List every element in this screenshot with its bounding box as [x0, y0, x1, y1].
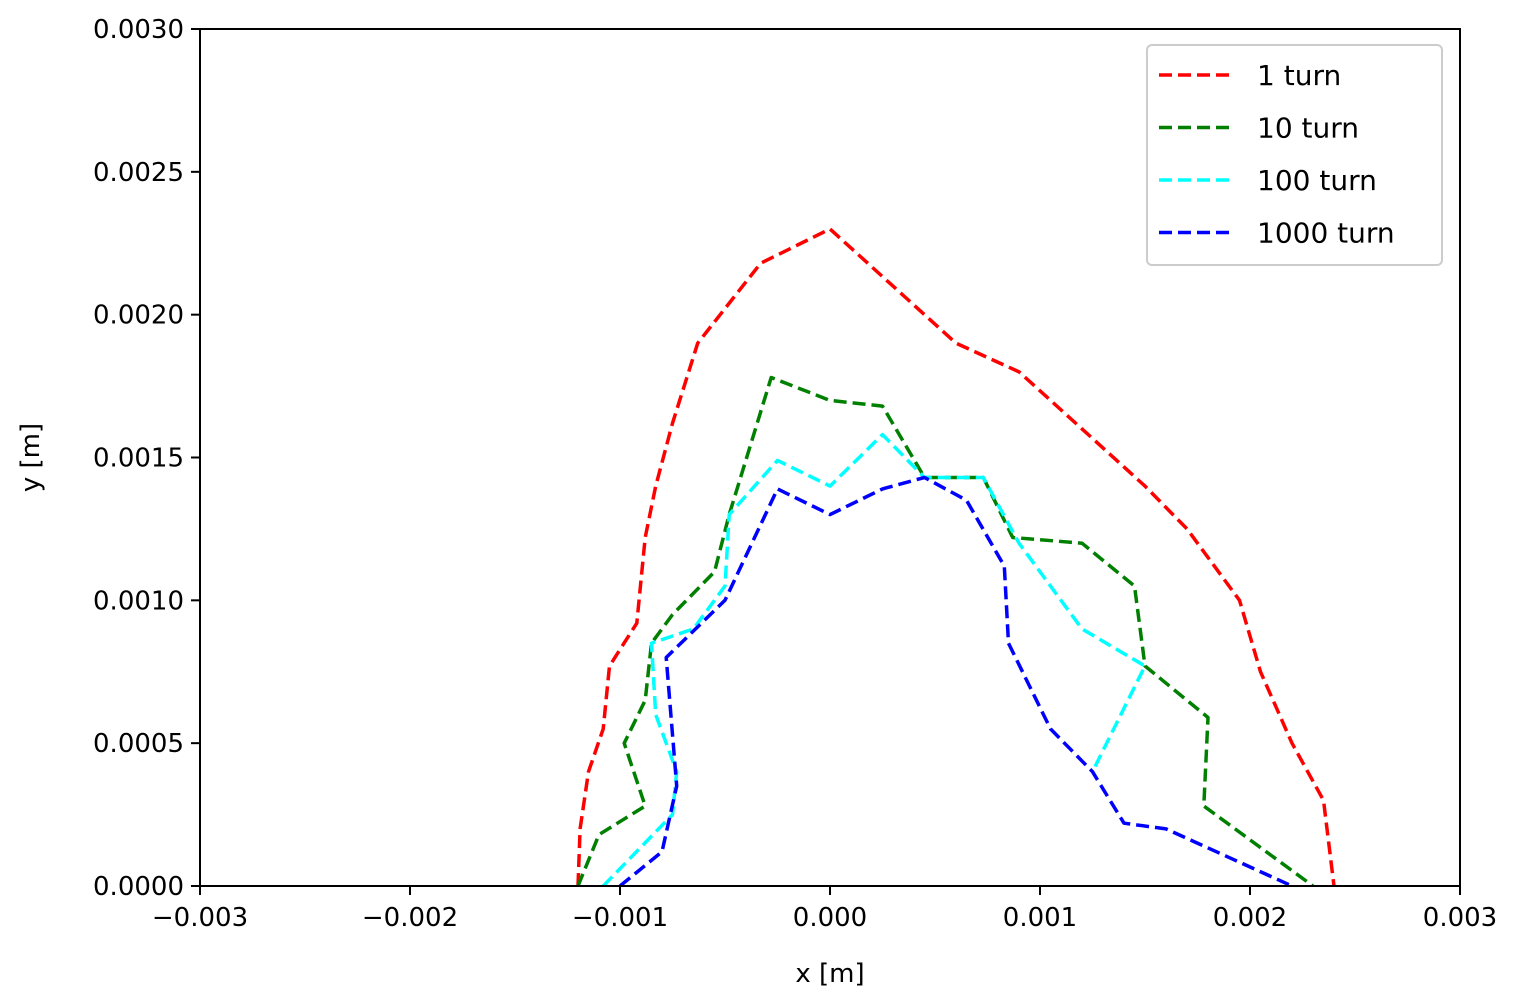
x-tick-label: 0.001	[1003, 903, 1077, 933]
legend-box	[1146, 44, 1443, 266]
y-tick-label: 0.0020	[93, 301, 184, 331]
series-line-1	[576, 375, 1315, 886]
x-tick-label: 0.002	[1213, 903, 1287, 933]
y-tick-label: 0.0010	[93, 586, 184, 616]
legend: 1 turn 10 turn 100 turn 1000 turn	[1146, 44, 1443, 266]
series-line-0	[576, 227, 1336, 886]
x-tick-label: −0.003	[152, 903, 248, 933]
y-tick-label: 0.0015	[93, 444, 184, 474]
x-tick-label: −0.001	[572, 903, 668, 933]
x-tick-label: −0.002	[362, 903, 458, 933]
x-axis: −0.003 −0.002 −0.001 0.000 0.001 0.002 0.003	[152, 886, 1497, 933]
y-axis-label: y [m]	[16, 423, 46, 492]
x-tick-label: 0.000	[793, 903, 867, 933]
series-layer	[576, 227, 1336, 886]
y-tick-label: 0.0000	[93, 872, 184, 902]
legend-label-1: 10 turn	[1257, 112, 1359, 145]
legend-label-0: 1 turn	[1257, 59, 1341, 92]
legend-label-2: 100 turn	[1257, 164, 1377, 197]
y-tick-label: 0.0030	[93, 15, 184, 45]
x-axis-label: x [m]	[795, 959, 864, 989]
legend-label-3: 1000 turn	[1257, 217, 1395, 250]
x-tick-label: 0.003	[1423, 903, 1497, 933]
series-line-2	[601, 432, 1147, 886]
y-tick-label: 0.0005	[93, 729, 184, 759]
y-tick-label: 0.0025	[93, 158, 184, 188]
y-axis: 0.0000 0.0005 0.0010 0.0015 0.0020 0.0025 0.00…	[93, 15, 200, 902]
series-line-3	[618, 475, 1293, 886]
